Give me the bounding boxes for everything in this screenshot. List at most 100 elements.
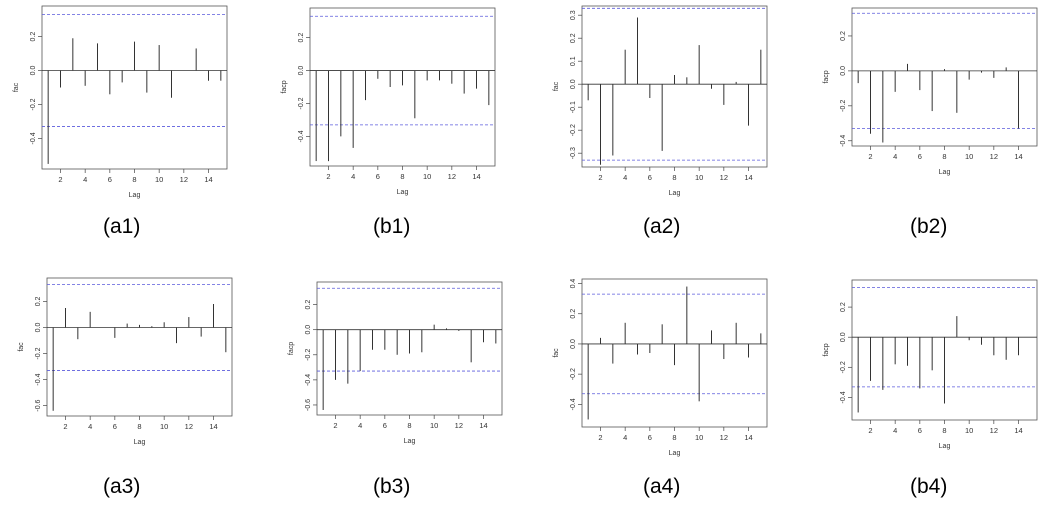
plot-frame (581, 5, 768, 168)
x-tick-label: 6 (918, 426, 922, 435)
x-tick-label: 10 (965, 426, 973, 435)
x-axis-label: Lag (134, 439, 146, 446)
plot-frame (851, 7, 1038, 147)
x-tick-label: 6 (918, 152, 922, 161)
y-tick-label: -0.4 (570, 398, 577, 410)
x-tick-label: 10 (430, 421, 438, 430)
y-tick-label: -0.2 (35, 347, 42, 359)
y-tick-label: -0.2 (298, 97, 305, 109)
x-axis-label: Lag (939, 169, 951, 176)
plot-frame (309, 7, 496, 167)
panel-a4: -0.4 -0.2 0.0 0.2 0.4 2 4 6 8 10 12 14 Lag fac (540, 273, 775, 473)
x-tick-label: 8 (942, 152, 946, 161)
panel-b4: -0.4 -0.2 0.0 0.2 2 4 6 8 10 12 14 Lag facp (810, 274, 1040, 466)
y-tick-label: 0.0 (30, 66, 37, 76)
x-tick-label: 12 (720, 173, 728, 182)
y-tick-label: 0.0 (35, 323, 42, 333)
x-tick-label: 4 (893, 152, 897, 161)
x-tick-label: 10 (160, 422, 168, 431)
y-tick-label: 0.2 (35, 296, 42, 306)
x-tick-label: 2 (598, 173, 602, 182)
y-axis-label: fac (553, 348, 560, 358)
y-tick-label: -0.2 (30, 98, 37, 110)
y-axis-label: fac (18, 342, 25, 352)
x-tick-label: 4 (351, 172, 355, 181)
chart-b1: -0.4 -0.2 0.0 0.2 2 4 6 8 10 12 14 Lag facp (281, 7, 496, 196)
x-tick-label: 8 (407, 421, 411, 430)
x-tick-label: 4 (88, 422, 92, 431)
y-tick-label: 0.0 (570, 79, 577, 89)
x-tick-label: 8 (137, 422, 141, 431)
panel-a2: -0.3 -0.2 -0.1 0.0 0.1 0.2 0.3 2 4 6 8 10 12 14 Lag fac (540, 0, 775, 213)
x-axis-label: Lag (669, 190, 681, 197)
x-tick-label: 2 (333, 421, 337, 430)
x-tick-label: 8 (400, 172, 404, 181)
y-tick-label: 0.2 (840, 31, 847, 41)
chart-b2: -0.4 -0.2 0.0 0.2 2 4 6 8 10 12 14 Lag facp (823, 7, 1038, 176)
x-tick-label: 10 (695, 433, 703, 442)
y-axis-label: facp (288, 342, 295, 355)
x-tick-label: 14 (204, 175, 212, 184)
chart-a3: -0.6 -0.4 -0.2 0.0 0.2 2 4 6 8 10 12 14 Lag fac (18, 277, 233, 446)
x-tick-label: 6 (383, 421, 387, 430)
x-tick-label: 10 (965, 152, 973, 161)
chart-a4: -0.4 -0.2 0.0 0.2 0.4 2 4 6 8 10 12 14 Lag fac (553, 279, 768, 457)
y-tick-label: -0.2 (570, 368, 577, 380)
y-tick-label: -0.4 (305, 374, 312, 386)
x-tick-label: 12 (180, 175, 188, 184)
chart-a1: -0.4 -0.2 0.0 0.2 2 4 6 8 10 12 14 Lag fac (13, 5, 228, 199)
panel-b2: -0.4 -0.2 0.0 0.2 2 4 6 8 10 12 14 Lag facp (810, 2, 1040, 192)
y-tick-label: 0.2 (30, 32, 37, 42)
plot-frame (46, 277, 233, 417)
y-axis-label: facp (281, 80, 288, 93)
x-axis-label: Lag (669, 450, 681, 457)
y-tick-label: 0.0 (305, 325, 312, 335)
x-tick-label: 4 (623, 433, 627, 442)
x-tick-label: 12 (990, 426, 998, 435)
y-axis-label: facp (823, 70, 830, 83)
y-axis-label: fac (553, 81, 560, 91)
x-tick-label: 6 (376, 172, 380, 181)
panel-a1: -0.4 -0.2 0.0 0.2 2 4 6 8 10 12 14 Lag fac (0, 0, 235, 215)
y-tick-label: -0.1 (570, 101, 577, 113)
y-tick-label: 0.3 (570, 10, 577, 20)
y-tick-label: 0.2 (305, 300, 312, 310)
y-tick-label: -0.2 (570, 124, 577, 136)
x-tick-label: 4 (623, 173, 627, 182)
x-tick-label: 12 (990, 152, 998, 161)
caption-b3: (b3) (373, 475, 411, 498)
y-tick-label: 0.2 (840, 302, 847, 312)
x-tick-label: 14 (472, 172, 480, 181)
x-tick-label: 4 (893, 426, 897, 435)
y-tick-label: 0.1 (570, 56, 577, 66)
x-tick-label: 2 (58, 175, 62, 184)
x-tick-label: 8 (132, 175, 136, 184)
x-tick-label: 4 (83, 175, 87, 184)
plot-frame (41, 5, 228, 170)
x-tick-label: 8 (672, 173, 676, 182)
x-tick-label: 6 (108, 175, 112, 184)
y-tick-label: 0.2 (298, 33, 305, 43)
x-tick-label: 12 (720, 433, 728, 442)
y-tick-label: -0.2 (840, 100, 847, 112)
y-tick-label: -0.6 (305, 399, 312, 411)
x-tick-label: 6 (648, 433, 652, 442)
chart-b3: -0.6 -0.4 -0.2 0.0 0.2 2 4 6 8 10 12 14 Lag facp (288, 281, 503, 445)
y-axis-label: fac (13, 82, 20, 92)
x-tick-label: 12 (455, 421, 463, 430)
y-tick-label: 0.0 (840, 332, 847, 342)
x-tick-label: 2 (868, 426, 872, 435)
y-tick-label: -0.4 (298, 130, 305, 142)
x-tick-label: 6 (648, 173, 652, 182)
x-tick-label: 14 (744, 433, 752, 442)
y-tick-label: 0.0 (298, 66, 305, 76)
y-tick-label: -0.3 (570, 147, 577, 159)
y-tick-label: 0.4 (570, 279, 577, 289)
caption-a4: (a4) (643, 475, 681, 498)
x-tick-label: 2 (868, 152, 872, 161)
y-tick-label: -0.4 (840, 135, 847, 147)
y-tick-label: -0.6 (35, 399, 42, 411)
panel-b3: -0.6 -0.4 -0.2 0.0 0.2 2 4 6 8 10 12 14 Lag facp (275, 276, 510, 461)
y-tick-label: -0.4 (840, 391, 847, 403)
panel-b1: -0.4 -0.2 0.0 0.2 2 4 6 8 10 12 14 Lag facp (268, 2, 503, 212)
